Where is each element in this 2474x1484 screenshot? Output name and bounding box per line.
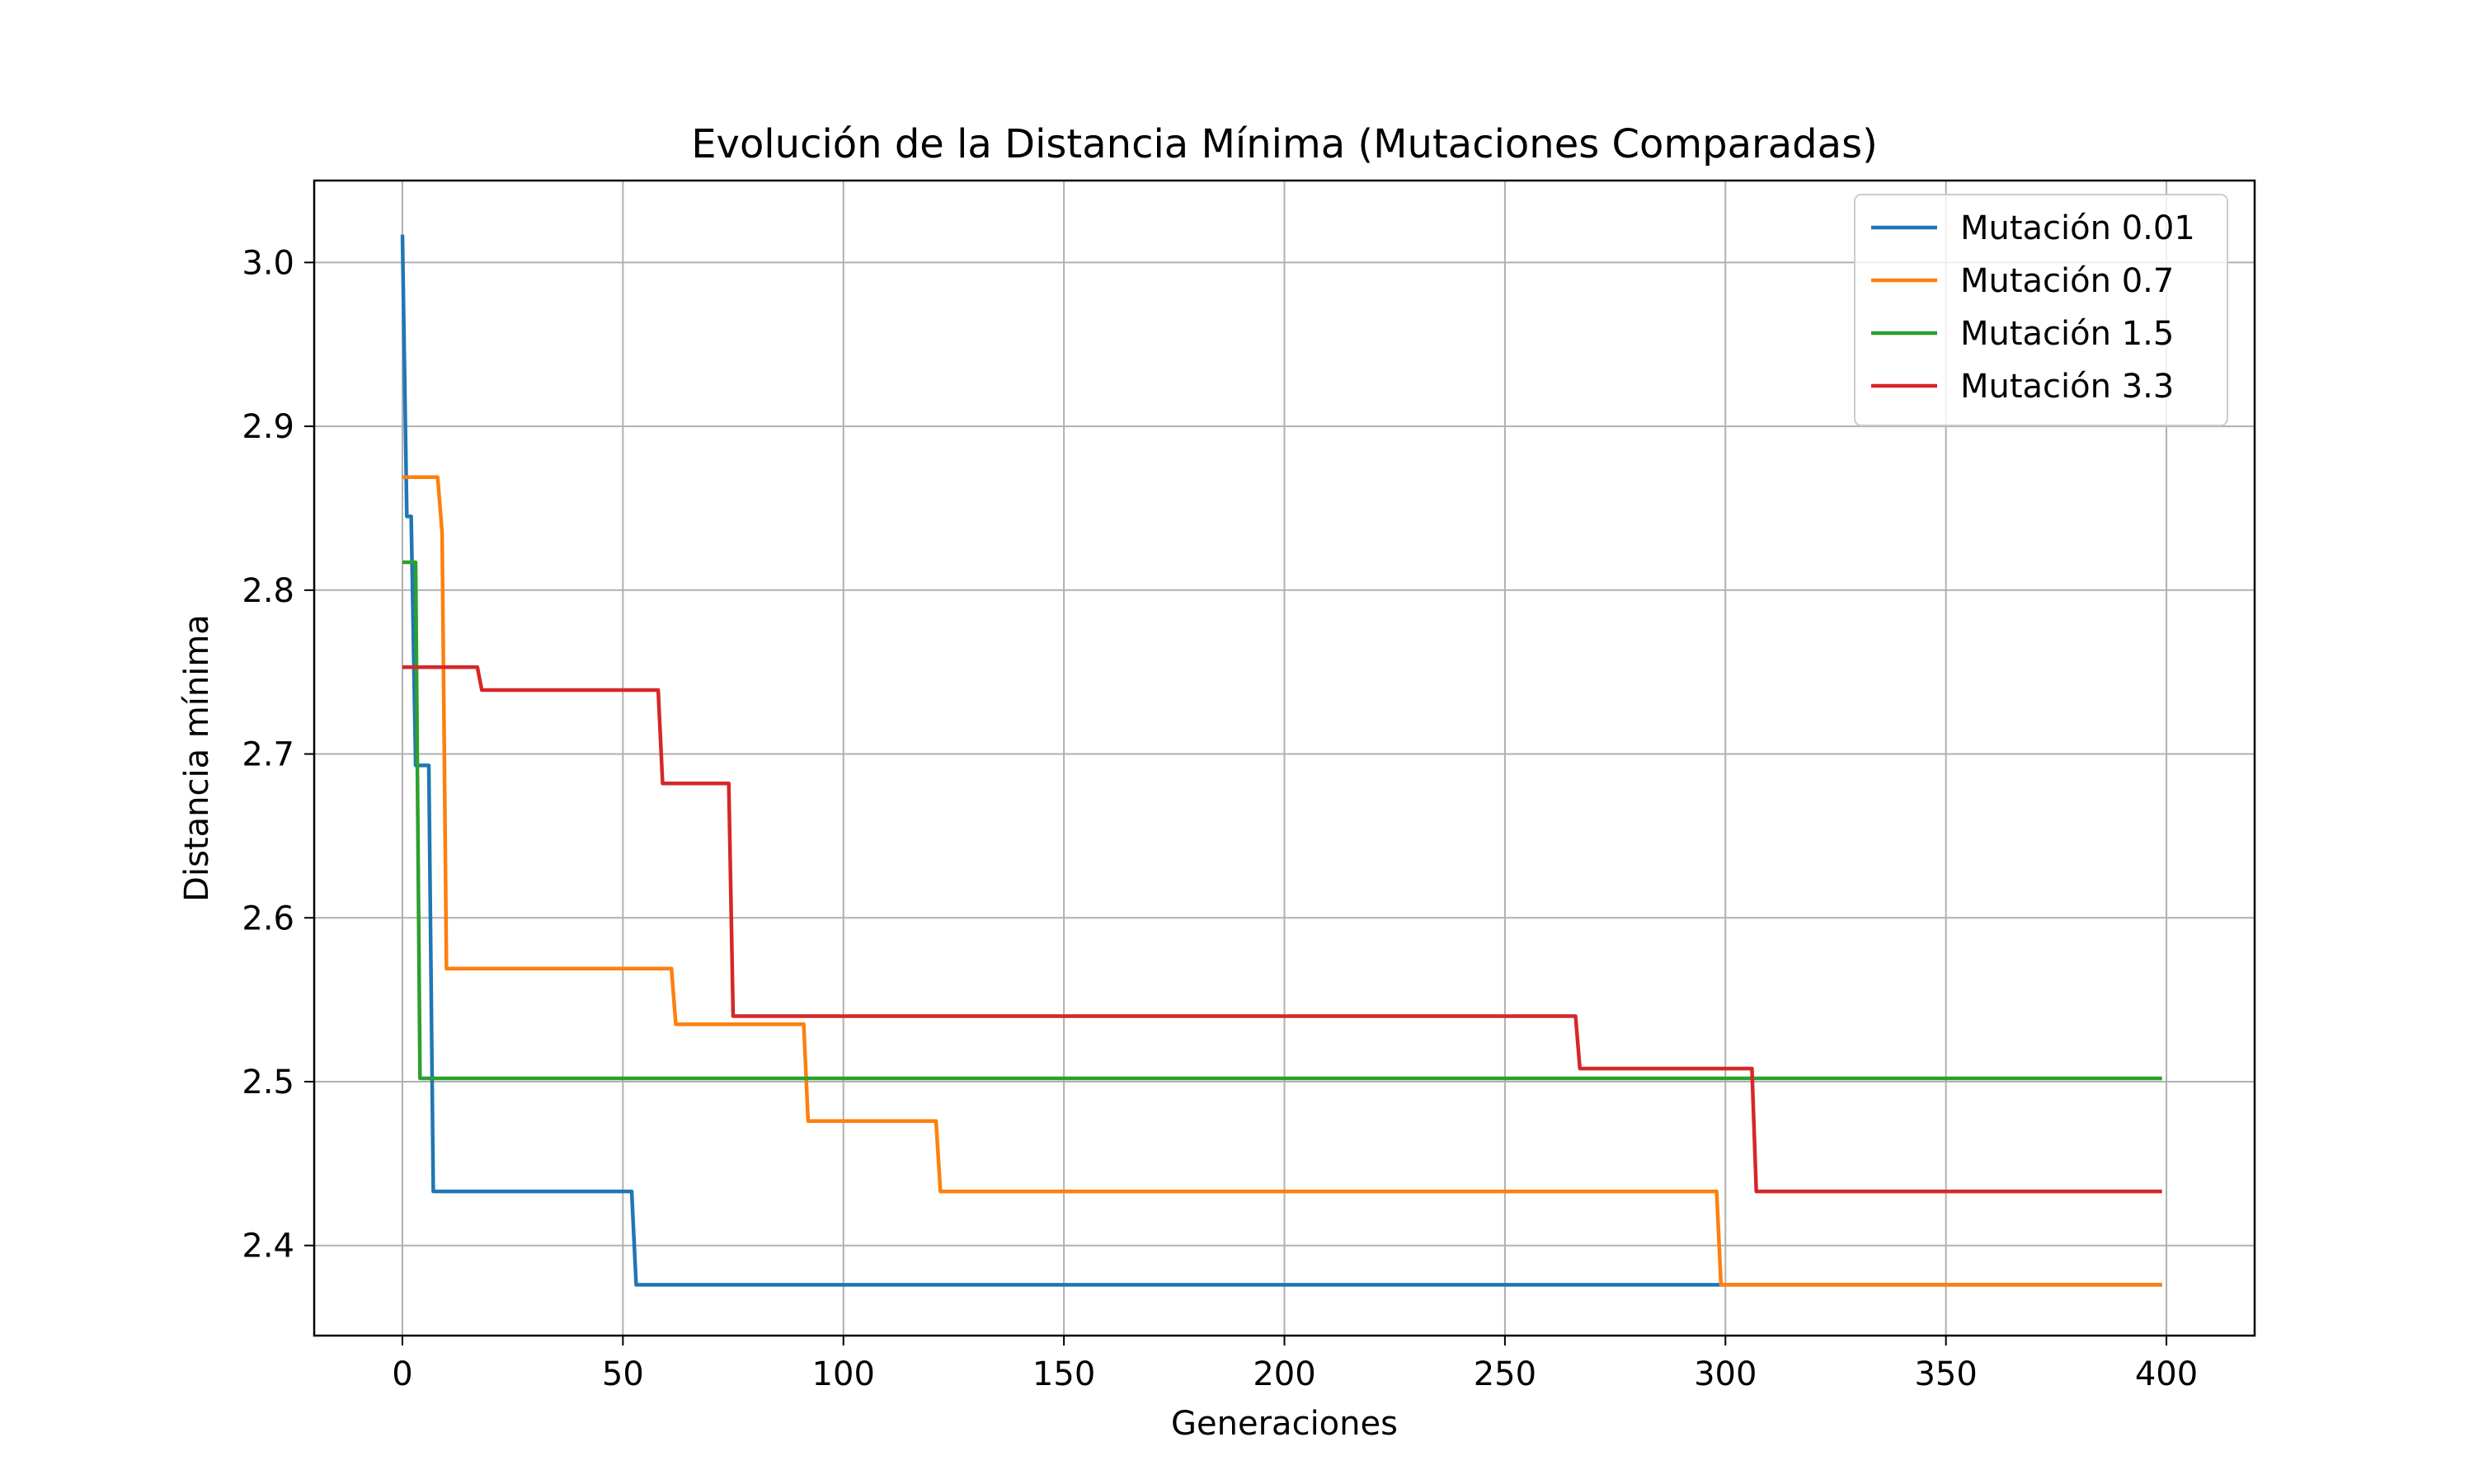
legend-label: Mutación 0.01 — [1960, 209, 2195, 247]
legend-label: Mutación 3.3 — [1960, 368, 2174, 406]
y-tick-label: 2.9 — [242, 408, 294, 446]
y-tick-label: 2.4 — [242, 1228, 294, 1266]
y-tick-label: 2.5 — [242, 1064, 294, 1101]
axis-ticks: 0 50 100 150 200 250 300 350 400 2.4 2.5 2.6 2.7 2.8 2… — [242, 244, 2198, 1393]
legend-box — [1854, 194, 2228, 426]
plot-series — [400, 234, 2162, 1287]
x-tick-label: 350 — [1914, 1355, 1977, 1393]
x-tick-label: 300 — [1694, 1355, 1757, 1393]
series-line — [402, 665, 2162, 1194]
x-axis-title: Generaciones — [1171, 1405, 1398, 1443]
series-line — [400, 234, 2162, 1287]
x-tick-label: 50 — [602, 1355, 644, 1393]
legend-label: Mutación 1.5 — [1960, 315, 2174, 353]
series-line — [402, 560, 2162, 1081]
chart-title: Evolución de la Distancia Mínima (Mutaci… — [691, 121, 1878, 167]
y-tick-label: 2.8 — [242, 572, 294, 610]
x-tick-label: 150 — [1032, 1355, 1095, 1393]
y-tick-label: 3.0 — [242, 244, 294, 282]
y-tick-label: 2.6 — [242, 899, 294, 937]
y-tick-label: 2.7 — [242, 736, 294, 774]
x-tick-label: 250 — [1474, 1355, 1536, 1393]
x-tick-label: 0 — [392, 1355, 412, 1393]
x-tick-label: 100 — [812, 1355, 875, 1393]
x-tick-label: 200 — [1253, 1355, 1315, 1393]
series-line — [402, 475, 2162, 1287]
legend: Mutación 0.01 Mutación 0.7 Mutación 1.5 Mut… — [1854, 194, 2228, 426]
y-axis-title: Distancia mínima — [178, 614, 216, 902]
legend-label: Mutación 0.7 — [1960, 262, 2174, 300]
x-tick-label: 400 — [2135, 1355, 2198, 1393]
